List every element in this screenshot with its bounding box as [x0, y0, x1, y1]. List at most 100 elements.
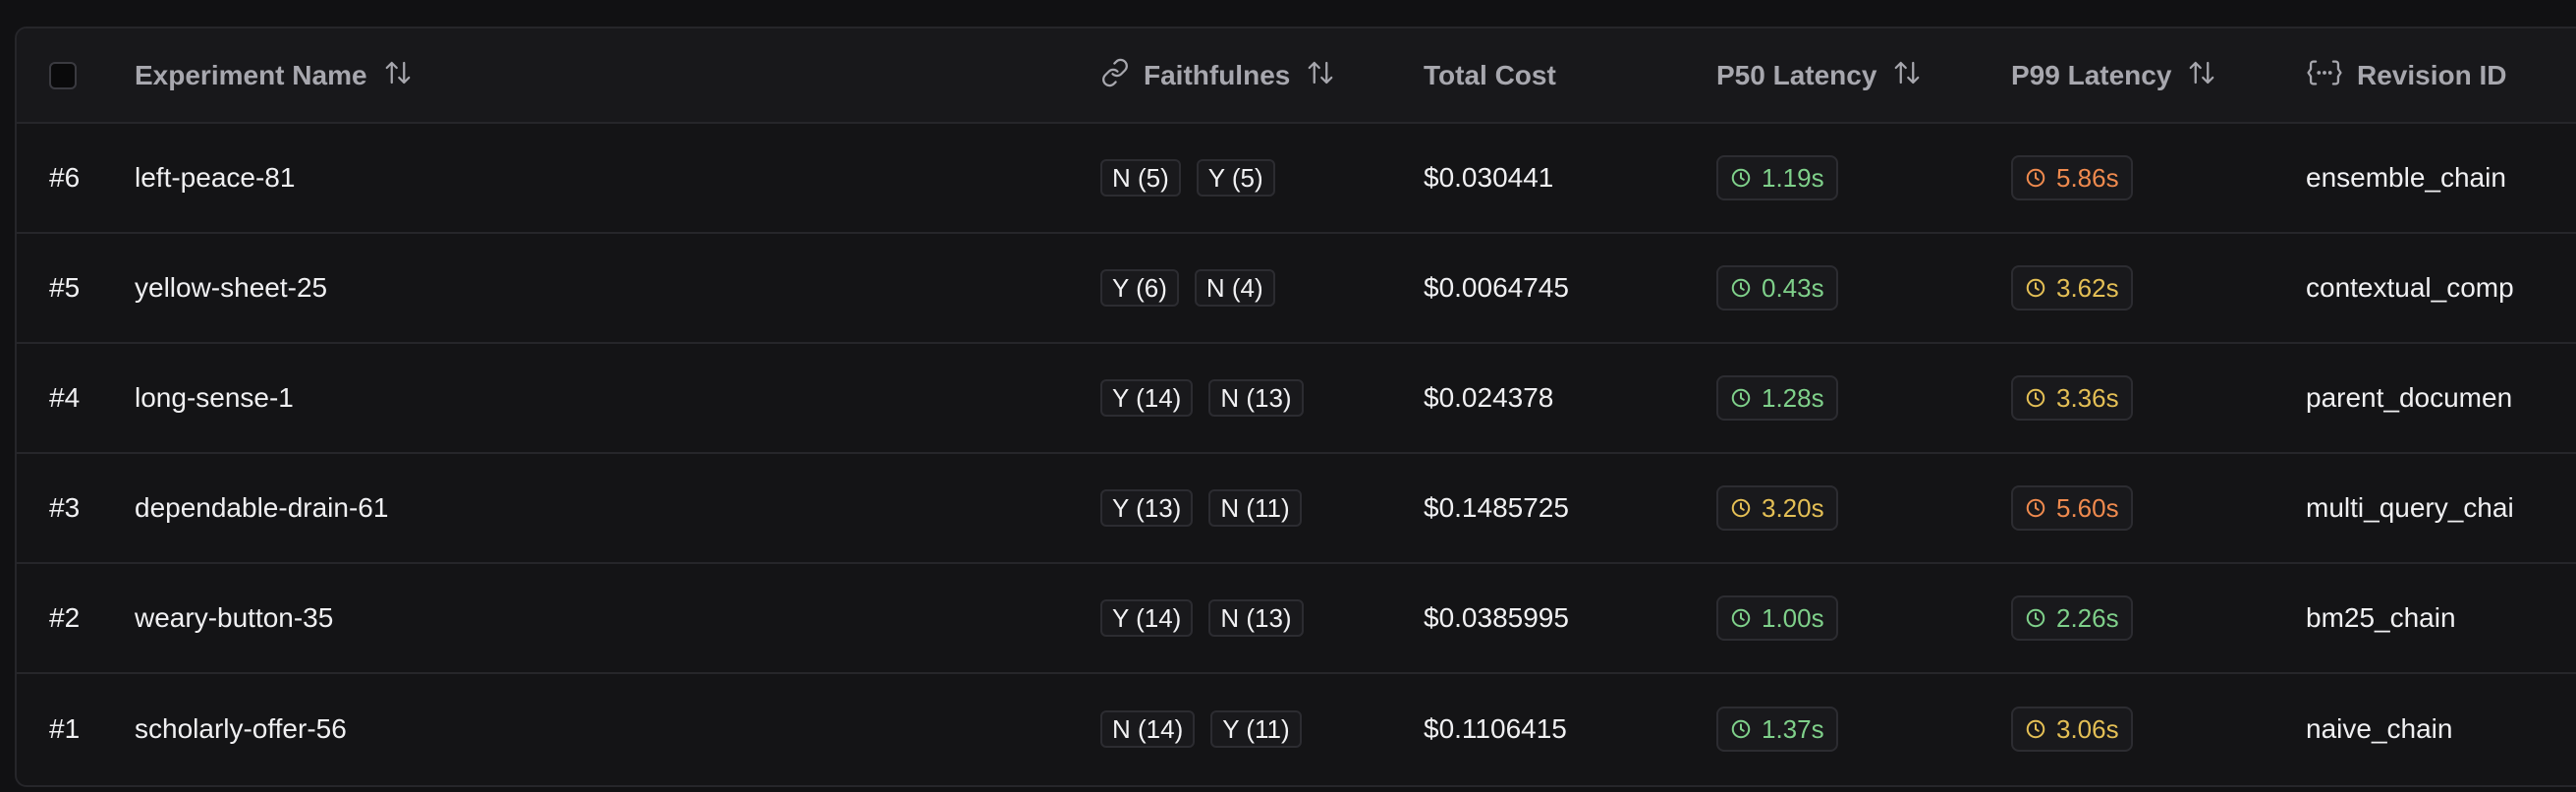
faithfulness-chip[interactable]: Y (11): [1210, 710, 1302, 748]
table-header: Experiment Name Faithfulnes Total Cost P…: [17, 28, 2576, 124]
p50-latency-badge: 1.19s: [1716, 155, 1838, 200]
total-cost: $0.024378: [1424, 382, 1554, 413]
sort-icon[interactable]: [2187, 58, 2216, 92]
p50-latency-cell: 1.00s: [1716, 564, 1838, 672]
faithfulness-cell: Y (6) N (4): [1100, 234, 1291, 342]
table-row[interactable]: #2 weary-button-35 Y (14) N (13) $0.0385995 1…: [17, 564, 2576, 674]
faithfulness-chip[interactable]: Y (13): [1100, 489, 1194, 527]
p99-latency-cell: 3.06s: [2011, 674, 2133, 784]
select-all-cell: [49, 28, 77, 122]
clock-icon: [2025, 718, 2056, 740]
p99-latency-badge: 5.86s: [2011, 155, 2133, 200]
faithfulness-cell: N (5) Y (5): [1100, 124, 1291, 232]
experiments-table: Experiment Name Faithfulnes Total Cost P…: [15, 27, 2576, 787]
p50-latency-value: 1.28s: [1762, 382, 1824, 413]
select-all-checkbox[interactable]: [49, 61, 77, 89]
experiment-name-link[interactable]: long-sense-1: [135, 382, 294, 413]
p99-latency-badge: 5.60s: [2011, 485, 2133, 531]
p50-latency-badge: 0.43s: [1716, 265, 1838, 311]
sort-icon[interactable]: [1892, 58, 1922, 92]
revision-id: bm25_chain: [2306, 602, 2456, 633]
p99-latency-badge: 3.36s: [2011, 375, 2133, 421]
p50-latency-badge: 1.37s: [1716, 707, 1838, 752]
p99-latency-cell: 2.26s: [2011, 564, 2133, 672]
header-revision-id[interactable]: Revision ID: [2306, 28, 2576, 122]
header-experiment-name-label: Experiment Name: [135, 59, 367, 90]
experiment-name-link[interactable]: scholarly-offer-56: [135, 713, 347, 744]
braces-icon: [2306, 57, 2343, 93]
faithfulness-chip[interactable]: Y (6): [1100, 269, 1179, 307]
p50-latency-cell: 1.28s: [1716, 344, 1838, 452]
p50-latency-badge: 1.00s: [1716, 595, 1838, 641]
clock-icon: [1730, 167, 1762, 189]
p99-latency-badge: 3.06s: [2011, 707, 2133, 752]
clock-icon: [2025, 167, 2056, 189]
faithfulness-chip[interactable]: N (13): [1208, 599, 1304, 637]
experiment-name-link[interactable]: yellow-sheet-25: [135, 272, 328, 303]
p99-latency-value: 3.06s: [2056, 713, 2119, 744]
p99-latency-value: 3.36s: [2056, 382, 2119, 413]
faithfulness-chip[interactable]: N (14): [1100, 710, 1196, 748]
faithfulness-chip[interactable]: N (4): [1194, 269, 1275, 307]
row-id: #5: [49, 272, 81, 303]
link-icon: [1100, 58, 1130, 92]
header-faithfulness[interactable]: Faithfulnes: [1100, 28, 1335, 122]
row-id: #4: [49, 382, 81, 413]
table-row[interactable]: #6 left-peace-81 N (5) Y (5) $0.030441 1.19s 5…: [17, 124, 2576, 234]
clock-icon: [1730, 277, 1762, 299]
total-cost: $0.1485725: [1424, 492, 1569, 523]
experiment-name-link[interactable]: left-peace-81: [135, 162, 296, 193]
revision-id: contextual_comp: [2306, 272, 2514, 303]
header-p50-latency[interactable]: P50 Latency: [1716, 28, 1922, 122]
table-row[interactable]: #4 long-sense-1 Y (14) N (13) $0.024378 1.28s…: [17, 344, 2576, 454]
p50-latency-cell: 1.19s: [1716, 124, 1838, 232]
p99-latency-value: 3.62s: [2056, 272, 2119, 303]
p99-latency-badge: 3.62s: [2011, 265, 2133, 311]
header-experiment-name[interactable]: Experiment Name: [135, 28, 413, 122]
sort-icon[interactable]: [383, 58, 413, 92]
clock-icon: [2025, 497, 2056, 519]
total-cost: $0.030441: [1424, 162, 1554, 193]
faithfulness-cell: Y (14) N (13): [1100, 344, 1319, 452]
p50-latency-cell: 3.20s: [1716, 454, 1838, 562]
header-revision-id-label: Revision ID: [2357, 59, 2507, 90]
p99-latency-value: 2.26s: [2056, 602, 2119, 633]
p99-latency-cell: 5.60s: [2011, 454, 2133, 562]
faithfulness-chip[interactable]: N (5): [1100, 159, 1181, 197]
faithfulness-chip[interactable]: Y (5): [1196, 159, 1275, 197]
p99-latency-cell: 3.62s: [2011, 234, 2133, 342]
clock-icon: [1730, 607, 1762, 629]
p99-latency-value: 5.60s: [2056, 492, 2119, 523]
header-p99-latency-label: P99 Latency: [2011, 59, 2172, 90]
experiment-name-link[interactable]: weary-button-35: [135, 602, 334, 633]
p50-latency-cell: 0.43s: [1716, 234, 1838, 342]
table-row[interactable]: #3 dependable-drain-61 Y (13) N (11) $0.1485…: [17, 454, 2576, 564]
total-cost: $0.0064745: [1424, 272, 1569, 303]
p50-latency-cell: 1.37s: [1716, 674, 1838, 784]
table-row[interactable]: #5 yellow-sheet-25 Y (6) N (4) $0.0064745 0.4…: [17, 234, 2576, 344]
clock-icon: [1730, 387, 1762, 409]
experiment-name-link[interactable]: dependable-drain-61: [135, 492, 389, 523]
p50-latency-value: 1.37s: [1762, 713, 1824, 744]
faithfulness-chip[interactable]: Y (14): [1100, 599, 1194, 637]
p50-latency-badge: 1.28s: [1716, 375, 1838, 421]
revision-id: parent_documen: [2306, 382, 2513, 413]
header-faithfulness-label: Faithfulnes: [1144, 59, 1291, 90]
faithfulness-chip[interactable]: N (13): [1208, 379, 1304, 417]
clock-icon: [1730, 497, 1762, 519]
p99-latency-cell: 3.36s: [2011, 344, 2133, 452]
revision-id: ensemble_chain: [2306, 162, 2506, 193]
faithfulness-chip[interactable]: N (11): [1208, 489, 1302, 527]
header-total-cost[interactable]: Total Cost: [1424, 28, 1556, 122]
faithfulness-cell: Y (13) N (11): [1100, 454, 1317, 562]
clock-icon: [2025, 607, 2056, 629]
p99-latency-value: 5.86s: [2056, 162, 2119, 193]
sort-icon[interactable]: [1306, 58, 1335, 92]
faithfulness-cell: N (14) Y (11): [1100, 674, 1317, 784]
table-row[interactable]: #1 scholarly-offer-56 N (14) Y (11) $0.11064…: [17, 674, 2576, 784]
faithfulness-chip[interactable]: Y (14): [1100, 379, 1194, 417]
header-p50-latency-label: P50 Latency: [1716, 59, 1877, 90]
clock-icon: [2025, 387, 2056, 409]
row-id: #1: [49, 713, 81, 744]
header-p99-latency[interactable]: P99 Latency: [2011, 28, 2216, 122]
